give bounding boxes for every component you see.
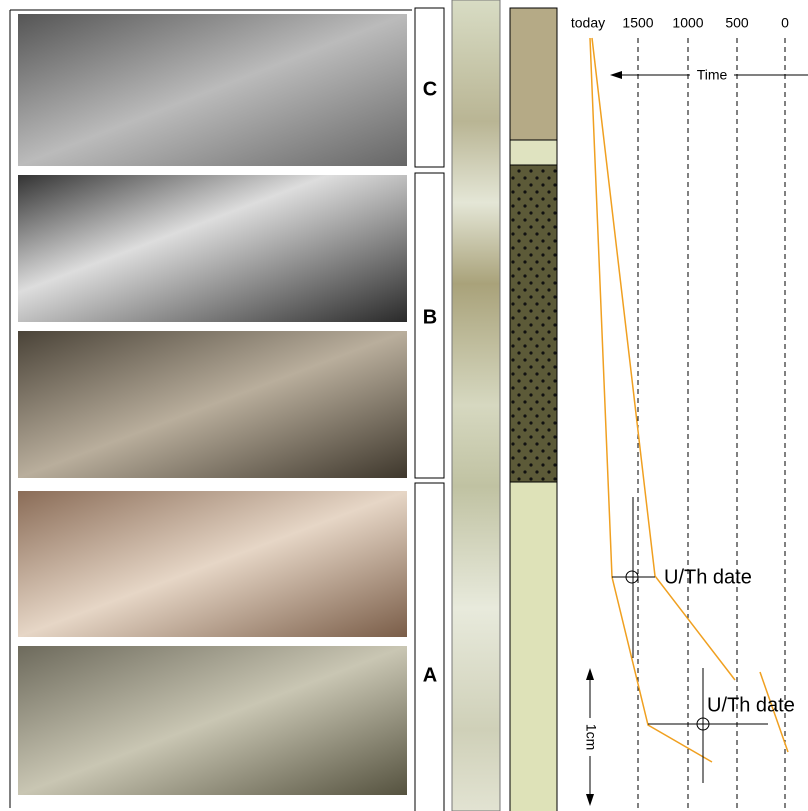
core-photo [451,0,501,811]
time-arrowhead [610,71,622,79]
panel-label: A [423,664,437,686]
scale-label: 1cm [583,724,599,750]
strat-layer [509,139,558,166]
panel-label: C [423,78,437,100]
photo-forest [18,14,407,166]
label-bg [582,718,598,756]
time-tick-label: today [571,15,605,31]
annotation: U/Th date [664,566,752,588]
photo-kiln [18,331,407,478]
time-tick-label: 1500 [622,15,653,31]
strat-layer [509,7,558,141]
time-gridlines [637,38,786,811]
dating-cross [612,497,768,783]
period-bracket [414,172,445,479]
strat-layer [509,164,558,483]
period-bracket [414,7,445,168]
age-model [589,37,789,763]
panel-label: B [423,306,437,328]
time-tick-label: 0 [781,15,789,31]
period-bracket [414,482,445,811]
photo-map [18,646,407,795]
annotation: U/Th date [707,694,795,716]
time-axis-label: Time [697,67,728,83]
time-tick-label: 1000 [672,15,703,31]
label-bg [690,66,734,84]
time-tick-label: 500 [725,15,749,31]
photo-charcoal [18,175,407,322]
photo-engraving [18,491,407,637]
strat-layer [509,481,558,811]
